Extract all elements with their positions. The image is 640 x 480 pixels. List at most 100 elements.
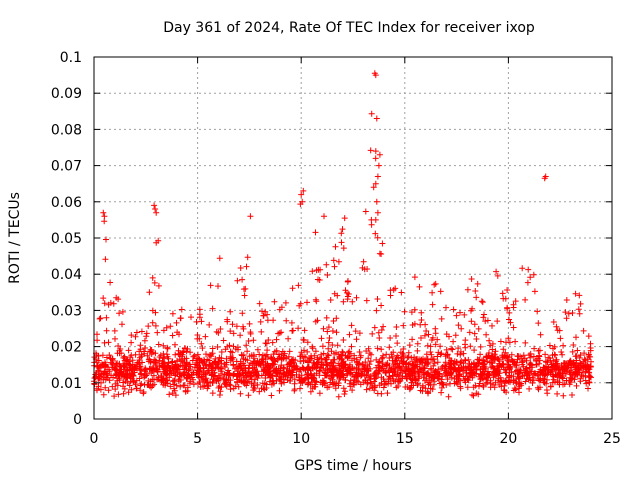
data-point	[531, 288, 538, 295]
data-point	[164, 353, 171, 360]
data-point	[199, 359, 206, 366]
data-point	[430, 375, 437, 382]
data-point	[172, 341, 178, 348]
data-point	[176, 356, 183, 363]
data-point	[394, 340, 401, 347]
data-point	[281, 379, 288, 386]
data-point	[350, 373, 357, 380]
data-point	[541, 175, 548, 182]
data-point	[398, 289, 405, 296]
data-point	[298, 372, 305, 379]
data-point	[488, 359, 495, 366]
data-point	[137, 346, 144, 353]
data-point	[137, 354, 143, 361]
data-point	[390, 361, 397, 368]
data-point	[300, 336, 307, 343]
data-point	[152, 322, 159, 329]
data-point	[152, 357, 159, 364]
data-point	[206, 352, 213, 359]
data-point	[323, 261, 330, 268]
data-point	[429, 386, 436, 393]
data-point	[359, 264, 366, 271]
data-point	[116, 364, 123, 370]
data-point	[454, 350, 461, 357]
data-point	[264, 317, 271, 324]
data-point	[295, 282, 302, 289]
data-point	[582, 357, 589, 364]
data-point	[567, 357, 574, 364]
data-point	[471, 330, 478, 337]
data-point	[316, 372, 323, 379]
data-point	[485, 372, 492, 379]
data-point	[340, 245, 347, 252]
data-point	[143, 333, 150, 340]
data-point	[588, 358, 594, 365]
data-point	[533, 361, 540, 368]
data-point	[273, 336, 280, 343]
data-point	[507, 319, 514, 326]
data-point	[99, 352, 106, 359]
data-point	[466, 329, 473, 336]
data-point	[379, 363, 386, 370]
data-point	[328, 348, 335, 355]
data-point	[330, 257, 337, 264]
data-point	[193, 370, 200, 376]
data-point	[374, 390, 381, 397]
data-point	[220, 337, 227, 344]
data-point	[196, 369, 203, 375]
data-point	[432, 369, 439, 376]
data-point	[418, 357, 425, 364]
data-point	[376, 367, 383, 374]
data-point	[366, 350, 373, 357]
data-point	[297, 385, 303, 392]
data-point	[556, 327, 563, 334]
data-point	[546, 355, 553, 362]
data-point	[427, 349, 434, 355]
data-point	[371, 382, 378, 389]
data-point	[497, 338, 504, 345]
data-point	[435, 375, 442, 382]
data-point	[151, 279, 158, 286]
data-point	[546, 342, 553, 349]
data-point	[149, 319, 156, 326]
data-point	[149, 368, 156, 374]
data-point	[484, 358, 491, 365]
data-point	[351, 355, 358, 362]
data-point	[344, 371, 350, 378]
data-point	[109, 355, 116, 362]
data-point	[409, 322, 416, 328]
data-point	[569, 310, 576, 316]
data-point	[319, 343, 326, 350]
data-point	[169, 310, 176, 317]
data-point	[244, 254, 251, 261]
data-point	[301, 327, 308, 334]
data-point	[492, 348, 499, 355]
data-point	[455, 375, 462, 382]
data-point	[330, 318, 337, 324]
data-point	[383, 368, 389, 375]
data-point	[324, 351, 331, 358]
data-point	[414, 382, 421, 388]
data-point	[408, 382, 415, 389]
data-point	[289, 285, 296, 292]
data-point	[176, 363, 182, 370]
data-point	[217, 388, 224, 395]
data-point	[384, 390, 391, 397]
data-point	[498, 383, 505, 390]
data-point	[345, 291, 352, 297]
data-point	[371, 324, 378, 331]
data-point	[500, 378, 507, 384]
data-point	[324, 328, 331, 335]
data-point	[510, 301, 517, 308]
data-point	[522, 339, 529, 346]
data-point	[344, 296, 351, 303]
data-point	[188, 314, 194, 321]
data-point	[234, 370, 241, 377]
data-point	[443, 331, 450, 338]
data-point	[153, 209, 160, 216]
data-point	[489, 340, 496, 347]
data-point	[450, 367, 457, 373]
data-point	[289, 327, 296, 334]
data-point	[219, 371, 226, 377]
data-point	[124, 379, 131, 386]
